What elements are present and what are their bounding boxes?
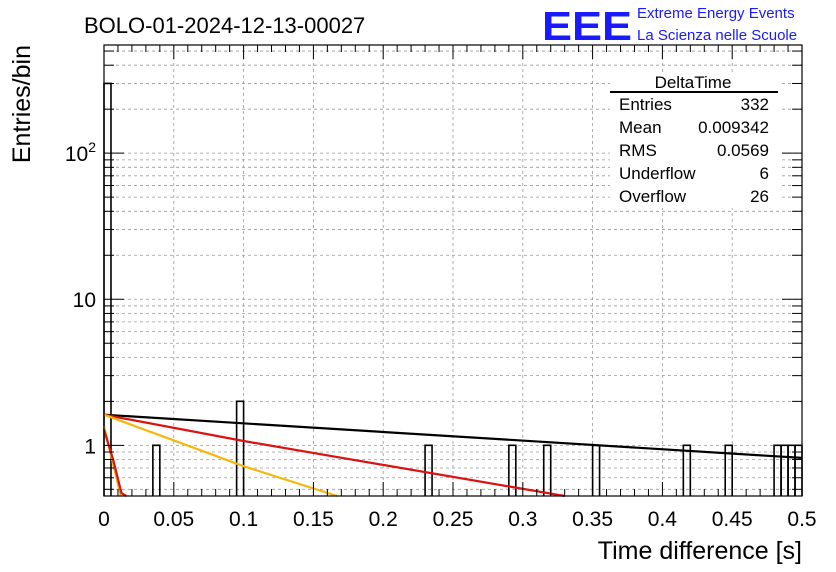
eee-logo-icon: EEE — [542, 3, 632, 49]
histogram-bin — [235, 400, 245, 496]
fit-curve — [103, 413, 565, 498]
x-tick-label: 0.05 — [153, 508, 194, 531]
histogram-bin — [424, 444, 433, 496]
stats-background — [610, 73, 780, 208]
y-axis-title: Entries/bin — [8, 45, 36, 163]
x-tick-label: 0.35 — [572, 508, 613, 531]
x-tick-label: 0.4 — [648, 508, 678, 531]
x-tick-label: 0.15 — [293, 508, 334, 531]
stats-underflow-label: Underflow — [619, 164, 696, 183]
x-tick-label: 0.25 — [433, 508, 474, 531]
histogram-bin — [773, 444, 782, 496]
histogram-bin — [508, 444, 517, 496]
x-tick-label: 0.3 — [508, 508, 537, 531]
histogram-bin — [787, 444, 796, 496]
y-tick-label: 10 — [73, 289, 96, 312]
stats-overflow-value: 26 — [750, 187, 769, 206]
run-title: BOLO-01-2024-12-13-00027 — [84, 13, 365, 38]
y-tick-label: 102 — [65, 139, 96, 166]
y-tick-label: 1 — [84, 435, 96, 458]
stats-rms-value: 0.0569 — [717, 141, 769, 160]
grid — [104, 45, 802, 496]
fit-curve — [103, 413, 338, 498]
logo-line-2: La Scienza nelle Scuole — [637, 27, 797, 44]
x-tick-label: 0 — [98, 508, 110, 531]
x-tick-label: 0.2 — [369, 508, 398, 531]
x-tick-label: 0.1 — [229, 508, 258, 531]
stats-entries-value: 332 — [741, 95, 769, 114]
histogram-bin — [724, 444, 733, 496]
axis-tick-labels: 0 0.05 0.1 0.15 0.2 0.25 0.3 0.35 0.4 0.45 0.5 1 10 1… — [65, 139, 817, 531]
stats-mean-label: Mean — [619, 118, 662, 137]
histogram-bin — [794, 444, 803, 496]
fit-curve — [102, 429, 127, 497]
stats-entries-label: Entries — [619, 95, 672, 114]
stats-title: DeltaTime — [655, 73, 732, 92]
histogram-bin — [591, 444, 601, 496]
plot-frame — [103, 44, 803, 497]
stats-underflow-value: 6 — [760, 164, 769, 183]
x-tick-label: 0.45 — [712, 508, 753, 531]
histogram-bin — [780, 444, 789, 496]
logo-line-1: Extreme Energy Events — [637, 5, 795, 22]
stats-box: DeltaTime Entries 332 Mean 0.009342 RMS … — [610, 73, 780, 208]
stats-rms-label: RMS — [619, 141, 657, 160]
histogram-bin — [542, 444, 552, 496]
fit-curve — [103, 413, 803, 459]
x-tick-label: 0.5 — [787, 508, 816, 531]
histogram-bin — [152, 444, 161, 496]
stats-overflow-label: Overflow — [619, 187, 687, 206]
stats-mean-value: 0.009342 — [698, 118, 769, 137]
x-axis-title: Time difference [s] — [598, 537, 802, 565]
histogram-bin — [682, 444, 692, 496]
fit-curves — [102, 413, 803, 498]
